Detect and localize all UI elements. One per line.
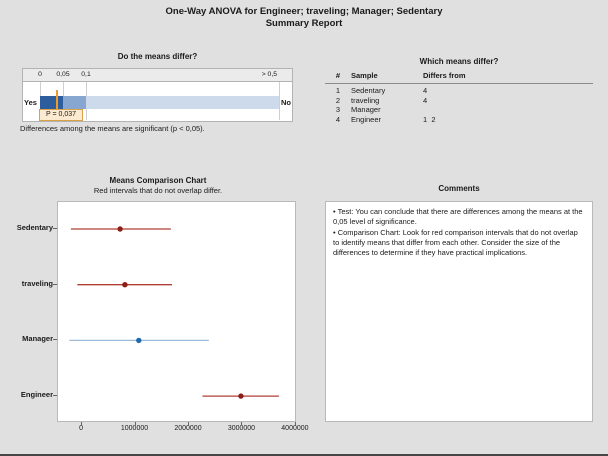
col-header-num: # [335,71,341,80]
p-value-label: P = 0,037 [39,109,83,121]
table-row: 3 Manager [325,105,593,115]
which-means-heading: Which means differ? [419,57,499,66]
row-num: 1 [335,86,341,95]
comment-bullet: • Test: You can conclude that there are … [333,207,583,227]
chart-heading: Means Comparison Chart [109,176,207,185]
x-axis-tick [81,422,83,425]
table-row: 4 Engineer 1 2 [325,115,593,125]
p-value-bar [40,96,279,109]
differs-table-header: # Sample Differs from [325,71,593,81]
x-axis-tick-label: 2000000 [174,425,202,432]
category-label: Engineer [20,390,53,400]
row-sample: traveling [351,95,380,105]
x-axis-tick [187,422,189,425]
p-value-marker [56,90,59,111]
gauge-yes-label: Yes [24,98,37,107]
table-row: 1 Sedentary 4 [325,86,593,96]
row-sample: Manager [351,105,381,115]
scale-tick-0: 0 [38,71,42,78]
gridline-05 [279,82,280,120]
row-differs: 4 [423,86,428,95]
x-axis-tick [134,422,136,425]
scale-tick-gt05: > 0,5 [261,71,277,78]
gauge-heading: Do the means differ? [117,52,198,61]
col-header-sample: Sample [351,71,378,80]
category-label: traveling [21,278,53,288]
bar-segment-significant [40,96,63,109]
bar-segment-marginal [63,96,86,109]
table-separator [325,83,593,84]
y-axis-tick [53,228,57,229]
col-header-differs: Differs from [423,71,466,80]
row-num: 4 [335,114,341,124]
gauge-no-label: No [281,98,291,107]
y-axis-tick [53,339,57,341]
scale-tick-01: 0,1 [81,71,91,78]
y-axis-tick [53,283,57,285]
x-axis-tick [241,422,243,425]
row-differs: 4 [423,95,428,105]
mean-marker [122,282,128,288]
row-num: 3 [335,105,341,115]
comment-bullet: • Comparison Chart: Look for red compari… [333,227,578,258]
row-sample: Sedentary [351,86,386,95]
chart-subtitle: Red intervals that do not overlap differ… [93,186,223,195]
p-value-gauge: 0 0,05 0,1 > 0,5 Yes No P = 0,037 [22,68,293,122]
gauge-scale: 0 0,05 0,1 > 0,5 [23,69,292,82]
comments-heading: Comments [438,184,480,193]
gauge-caption: Differences among the means are signific… [20,124,205,133]
row-sample: Engineer [351,114,382,124]
x-axis-tick-label: 3000000 [227,425,256,432]
category-label: Manager [22,334,53,344]
mean-marker [238,393,244,399]
report-title-line1: One-Way ANOVA for Engineer; traveling; M… [165,6,443,17]
interval-plot-canvas [69,226,279,399]
x-axis-tick [294,422,296,425]
bar-segment-notsignificant [86,96,279,109]
row-num: 2 [335,95,341,105]
row-differs: 1 2 [423,114,436,124]
comments-box: • Test: You can conclude that there are … [325,201,593,422]
differs-table: # Sample Differs from 1 Sedentary 4 2 travel… [325,68,593,138]
y-axis-tick [53,395,57,397]
x-axis-tick-label: 4000000 [281,425,309,432]
mean-marker [117,226,123,232]
scale-tick-005: 0,05 [56,71,70,78]
means-comparison-plot [57,201,296,422]
table-row: 2 traveling 4 [325,96,593,106]
mean-marker [136,337,142,344]
x-axis-tick-label: 0 [79,425,83,432]
page-title: One-Way ANOVA for Engineer; traveling; M… [0,6,608,29]
category-label: Sedentary [16,223,53,232]
report-title-line2: Summary Report [265,17,343,29]
x-axis-tick-label: 1000000 [120,425,149,432]
